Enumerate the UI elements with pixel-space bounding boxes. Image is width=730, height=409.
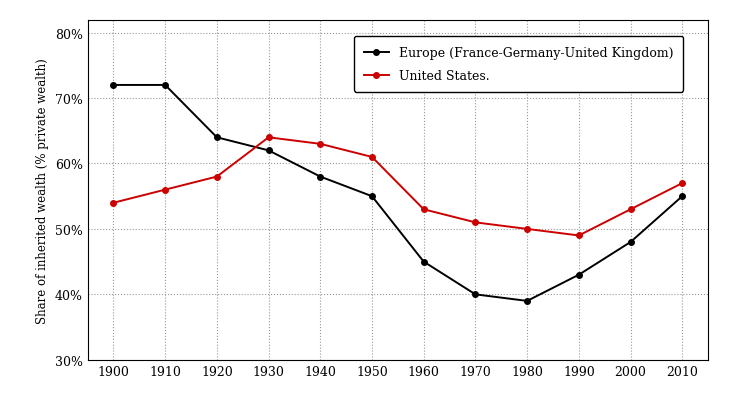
Europe (France-Germany-United Kingdom) bbox=[419, 260, 428, 265]
Europe (France-Germany-United Kingdom) bbox=[523, 299, 531, 303]
Europe (France-Germany-United Kingdom) bbox=[316, 175, 325, 180]
Europe (France-Germany-United Kingdom) bbox=[471, 292, 480, 297]
United States. bbox=[264, 135, 273, 140]
United States. bbox=[678, 181, 687, 186]
Europe (France-Germany-United Kingdom) bbox=[626, 240, 635, 245]
United States. bbox=[161, 188, 169, 193]
United States. bbox=[368, 155, 377, 160]
Europe (France-Germany-United Kingdom) bbox=[264, 148, 273, 153]
United States. bbox=[316, 142, 325, 147]
Line: United States.: United States. bbox=[111, 135, 685, 239]
Line: Europe (France-Germany-United Kingdom): Europe (France-Germany-United Kingdom) bbox=[111, 83, 685, 304]
Europe (France-Germany-United Kingdom) bbox=[109, 83, 118, 88]
Europe (France-Germany-United Kingdom) bbox=[212, 135, 221, 140]
Legend: Europe (France-Germany-United Kingdom), United States.: Europe (France-Germany-United Kingdom), … bbox=[354, 37, 683, 93]
United States. bbox=[523, 227, 531, 232]
Y-axis label: Share of inherited wealth (% private wealth): Share of inherited wealth (% private wea… bbox=[36, 58, 49, 323]
Europe (France-Germany-United Kingdom) bbox=[678, 194, 687, 199]
United States. bbox=[212, 175, 221, 180]
Europe (France-Germany-United Kingdom) bbox=[161, 83, 169, 88]
Europe (France-Germany-United Kingdom) bbox=[575, 273, 583, 278]
United States. bbox=[419, 207, 428, 212]
United States. bbox=[626, 207, 635, 212]
United States. bbox=[471, 220, 480, 225]
United States. bbox=[575, 234, 583, 238]
United States. bbox=[109, 201, 118, 206]
Europe (France-Germany-United Kingdom) bbox=[368, 194, 377, 199]
